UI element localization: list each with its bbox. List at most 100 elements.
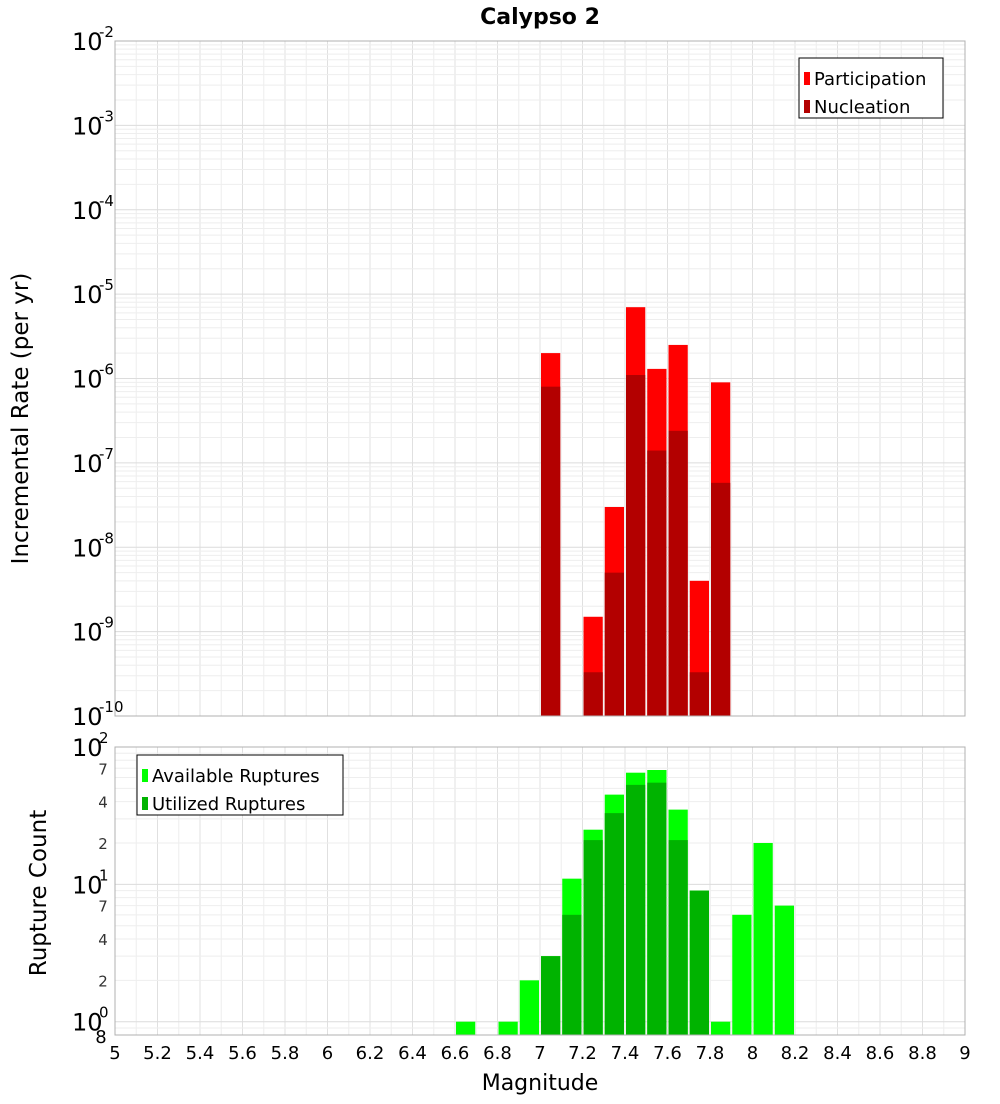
- top-y-tick: 10-3: [72, 107, 114, 140]
- top-y-tick-exponent: -10: [99, 698, 124, 716]
- top-panel-bar-nucleation: [689, 672, 709, 716]
- top-y-tick: 10-5: [72, 276, 114, 309]
- top-panel-legend-box: [798, 57, 944, 119]
- top-y-tick-exponent: -2: [99, 23, 114, 41]
- bottom-y-tick-exponent: 0: [99, 1004, 109, 1022]
- chart-title: Calypso 2: [480, 5, 600, 30]
- bottom-panel-bar-utilized-ruptures: [689, 890, 709, 1035]
- bottom-panel-legend-box: [136, 754, 344, 816]
- top-y-tick-mantissa: 10: [72, 450, 103, 478]
- bottom-y-minor-tick-label: 2: [98, 972, 108, 990]
- bottom-y-tick-mantissa: 10: [72, 871, 103, 899]
- x-tick-label: 7.4: [611, 1043, 640, 1064]
- bottom-panel-legend-swatch: [142, 769, 148, 782]
- x-tick-label: 8.4: [823, 1043, 852, 1064]
- x-tick-label: 5.4: [186, 1043, 215, 1064]
- top-panel-bar-nucleation: [626, 375, 646, 716]
- top-y-tick: 10-6: [72, 361, 114, 394]
- x-tick-label: 6: [322, 1043, 333, 1064]
- bottom-y-minor-tick-label: 4: [98, 931, 108, 949]
- bottom-y-axis-label: Rupture Count: [26, 810, 52, 976]
- bottom-y-minor-tick-label: 8: [95, 1027, 106, 1048]
- top-panel-bar-nucleation: [583, 672, 603, 716]
- top-y-tick-mantissa: 10: [72, 112, 103, 140]
- top-panel-legend-swatch: [804, 100, 810, 113]
- bottom-panel-bar-utilized-ruptures: [541, 956, 561, 1035]
- bottom-panel-legend: Available Ruptures Utilized Ruptures: [136, 754, 344, 816]
- top-panel-legend-label: Nucleation: [814, 97, 910, 118]
- top-y-tick-mantissa: 10: [72, 281, 103, 309]
- top-panel-bar-nucleation: [541, 386, 561, 716]
- bottom-y-minor-tick-label: 7: [98, 760, 108, 778]
- bottom-panel-bars: [456, 770, 794, 1035]
- bottom-panel-legend-swatch: [142, 797, 148, 810]
- x-tick-label: 8: [747, 1043, 758, 1064]
- bottom-y-tick-exponent: 2: [99, 729, 109, 747]
- top-y-tick-exponent: -5: [99, 276, 114, 294]
- x-tick-label: 6.8: [483, 1043, 512, 1064]
- x-tick-label: 7.2: [568, 1043, 597, 1064]
- bottom-panel-bar-available-ruptures: [519, 980, 539, 1035]
- bottom-y-tick-mantissa: 10: [72, 1009, 103, 1037]
- top-y-tick-exponent: -9: [99, 614, 114, 632]
- top-y-tick-mantissa: 10: [72, 197, 103, 225]
- top-y-tick: 10-9: [72, 614, 114, 647]
- x-tick-label: 6.4: [398, 1043, 427, 1064]
- bottom-panel-bar-utilized-ruptures: [668, 840, 688, 1035]
- x-tick-label: 5: [109, 1043, 120, 1064]
- bottom-y-tick: 100: [72, 1004, 109, 1037]
- top-y-tick-exponent: -7: [99, 445, 114, 463]
- x-tick-label: 7.6: [653, 1043, 682, 1064]
- bottom-y-minor-tick-label: 2: [98, 835, 108, 853]
- top-panel-bar-nucleation: [604, 572, 624, 716]
- top-y-tick: 10-10: [72, 698, 124, 731]
- top-panel-legend-label: Participation: [814, 69, 926, 90]
- top-y-tick: 10-2: [72, 23, 114, 56]
- x-tick-label: 6.6: [441, 1043, 470, 1064]
- bottom-panel-bar-available-ruptures: [732, 914, 752, 1035]
- x-tick-label: 5.8: [271, 1043, 300, 1064]
- top-y-tick: 10-7: [72, 445, 114, 478]
- top-panel-grid: [114, 41, 966, 717]
- top-y-tick-exponent: -3: [99, 107, 114, 125]
- bottom-panel-bar-utilized-ruptures: [562, 914, 582, 1035]
- bottom-panel-bar-utilized-ruptures: [647, 782, 667, 1035]
- bottom-panel-bar-utilized-ruptures: [583, 840, 603, 1035]
- x-tick-label: 8.2: [781, 1043, 810, 1064]
- top-panel-bar-nucleation: [647, 450, 667, 716]
- x-tick-label: 7: [534, 1043, 545, 1064]
- bottom-panel-bar-utilized-ruptures: [626, 784, 646, 1035]
- top-panel-legend-swatch: [804, 72, 810, 85]
- x-tick-label: 5.6: [228, 1043, 257, 1064]
- bottom-panel-bar-available-ruptures: [498, 1021, 518, 1035]
- x-tick-label: 5.2: [143, 1043, 172, 1064]
- bottom-y-tick: 101: [72, 866, 109, 899]
- bottom-y-tick: 102: [72, 729, 109, 762]
- x-tick-label: 7.8: [696, 1043, 725, 1064]
- top-y-tick-exponent: -4: [99, 192, 114, 210]
- x-tick-label: 8.6: [866, 1043, 895, 1064]
- top-y-tick-exponent: -6: [99, 361, 114, 379]
- bottom-panel-bar-available-ruptures: [456, 1021, 476, 1035]
- top-y-tick-mantissa: 10: [72, 619, 103, 647]
- x-axis-label: Magnitude: [482, 1071, 599, 1096]
- top-y-tick: 10-8: [72, 529, 114, 562]
- x-tick-label: 9: [959, 1043, 970, 1064]
- x-tick-label: 6.2: [356, 1043, 385, 1064]
- top-y-tick-mantissa: 10: [72, 366, 103, 394]
- top-panel-frame: [114, 40, 966, 717]
- top-y-tick-exponent: -8: [99, 529, 114, 547]
- top-panel-bars: [541, 307, 731, 716]
- top-y-tick-mantissa: 10: [72, 28, 103, 56]
- bottom-y-tick-exponent: 1: [99, 866, 109, 884]
- top-y-axis-label: Incremental Rate (per yr): [8, 273, 34, 565]
- x-tick-label: 8.8: [908, 1043, 937, 1064]
- bottom-panel-bar-available-ruptures: [711, 1021, 731, 1035]
- bottom-y-tick-mantissa: 10: [72, 734, 103, 762]
- top-panel-legend: Participation Nucleation: [798, 57, 944, 119]
- bottom-panel-frame: [114, 746, 966, 1036]
- top-panel-bar-nucleation: [668, 430, 688, 716]
- top-y-tick: 10-4: [72, 192, 114, 225]
- bottom-panel-bar-utilized-ruptures: [604, 813, 624, 1035]
